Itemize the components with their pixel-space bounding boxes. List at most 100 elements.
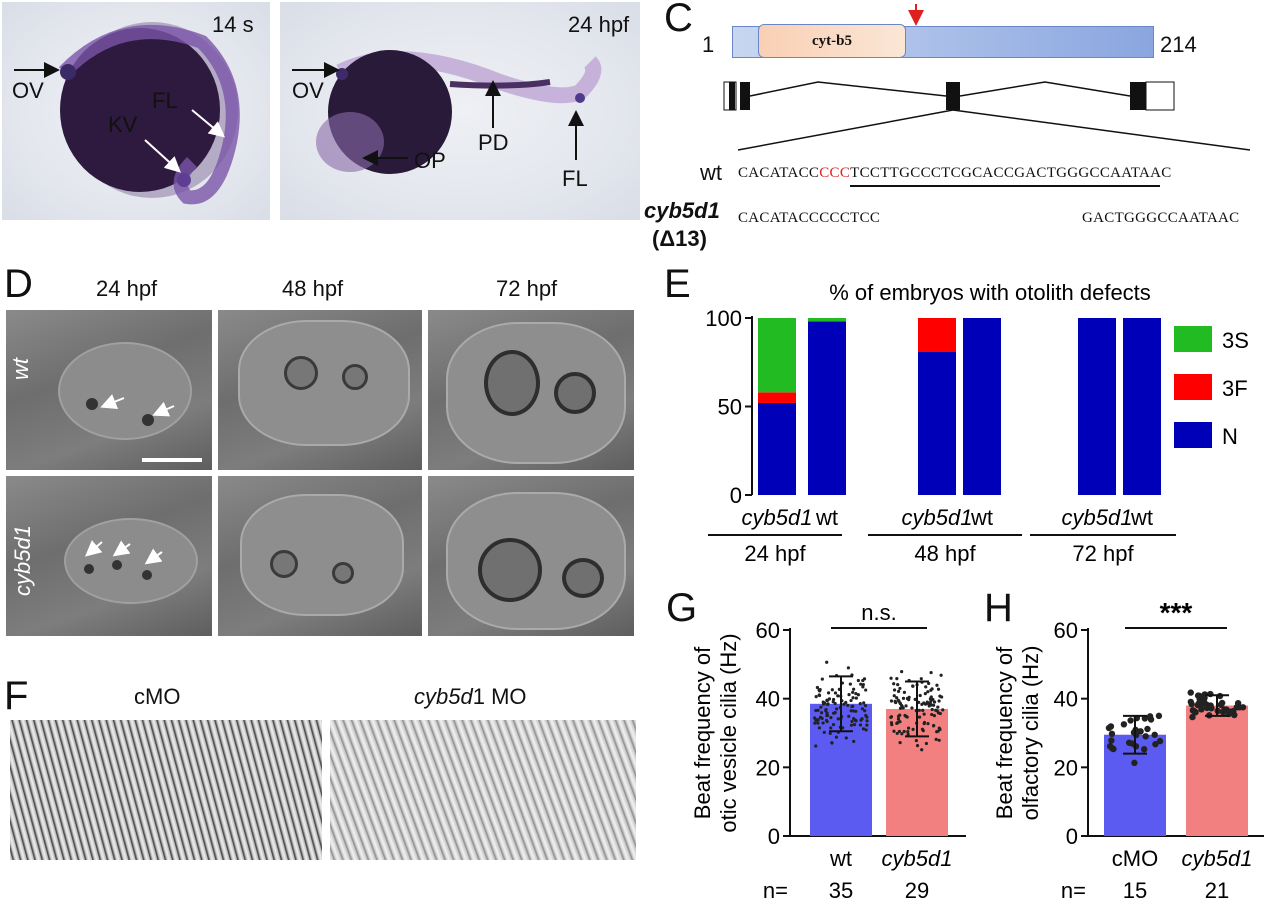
data-point (849, 698, 853, 703)
data-point (906, 732, 910, 736)
data-point (889, 715, 894, 719)
data-point (814, 695, 818, 699)
e-x-tick-label: wt (815, 505, 838, 530)
data-point (824, 707, 828, 712)
data-point (844, 700, 848, 705)
data-point (825, 660, 829, 664)
y-tick-label: 0 (1066, 824, 1078, 849)
d-wt-72 (428, 310, 634, 470)
data-point (825, 711, 829, 715)
n-label: n= (763, 878, 788, 903)
d-row-mut: cyb5d1 (10, 525, 35, 596)
data-point (923, 692, 927, 696)
d-wt-48 (218, 310, 422, 470)
data-point (848, 682, 852, 686)
data-point (1108, 730, 1116, 738)
panel-label-f: F (4, 674, 29, 718)
data-point (1203, 704, 1211, 712)
data-point (938, 727, 942, 732)
n-value: 35 (829, 878, 853, 903)
data-point (829, 726, 833, 730)
data-point (895, 731, 899, 736)
data-point (858, 701, 862, 706)
e-group-label: 24 hpf (744, 541, 806, 566)
data-point (834, 735, 838, 739)
data-point (938, 694, 942, 698)
data-point (833, 711, 837, 715)
x-tick-label: cMO (1112, 846, 1158, 871)
data-point (1132, 743, 1140, 750)
data-point (847, 693, 851, 697)
e-bar-segment (758, 392, 796, 403)
data-point (1201, 694, 1208, 702)
data-point (1217, 701, 1225, 708)
data-point (852, 687, 856, 691)
e-bar-segment (808, 318, 846, 322)
data-point (904, 704, 908, 708)
d-mut-72 (428, 476, 634, 636)
data-point (911, 684, 915, 688)
data-point (865, 715, 869, 719)
data-point (817, 726, 822, 730)
data-point (920, 702, 924, 706)
data-point (917, 708, 921, 712)
data-point (1144, 725, 1151, 733)
d-col-24: 24 hpf (96, 276, 158, 301)
data-point (1146, 713, 1154, 720)
data-point (892, 694, 896, 698)
data-point (860, 707, 864, 711)
y-tick-label: 40 (756, 687, 780, 712)
data-point (889, 721, 894, 725)
y-label-line1: Beat frequency of (992, 646, 1017, 819)
data-point (836, 694, 840, 698)
e-x-tick-label: cyb5d1 (1062, 505, 1133, 530)
d-col-72: 72 hpf (496, 276, 558, 301)
data-point (1155, 712, 1163, 720)
data-point (926, 701, 930, 706)
data-point (862, 701, 866, 705)
data-point (831, 723, 836, 727)
data-point (1131, 759, 1138, 767)
data-point (900, 670, 904, 674)
data-point (897, 729, 902, 734)
data-point (865, 719, 869, 723)
data-point (930, 707, 934, 712)
protein-start: 1 (702, 32, 715, 57)
data-point (920, 748, 924, 752)
y-label-line1: Beat frequency of (690, 646, 715, 819)
data-point (934, 708, 938, 712)
e-bar-segment (758, 318, 796, 393)
e-x-tick-label: cyb5d1 (742, 505, 813, 530)
y-label-line2: olfactory cilia (Hz) (1018, 646, 1043, 821)
mut-seq-post: GACTGGGCCAATAAC (1082, 210, 1240, 226)
e-x-tick-label: wt (1130, 505, 1153, 530)
data-point (889, 676, 893, 680)
e-bar-segment (808, 321, 846, 495)
data-point (924, 741, 929, 746)
data-point (1187, 689, 1194, 696)
data-point (852, 739, 856, 744)
data-point (851, 696, 855, 700)
data-point (929, 670, 933, 675)
e-legend-swatch (1174, 374, 1212, 400)
data-point (851, 690, 855, 694)
panel-label-h: H (984, 586, 1013, 630)
label-pd-b: PD (478, 130, 509, 155)
wt-seq-pre: CACATACC (738, 165, 820, 181)
data-point (858, 723, 863, 727)
data-point (932, 700, 937, 704)
data-point (921, 708, 925, 712)
data-point (930, 712, 934, 717)
panel-label-e: E (664, 262, 691, 306)
data-point (1207, 690, 1214, 698)
data-point (915, 744, 920, 748)
e-y-tick-label: 100 (705, 306, 742, 331)
panel-a-image (2, 2, 270, 220)
e-bar-segment (1123, 318, 1161, 495)
n-value: 29 (905, 878, 929, 903)
chart-e-title: % of embryos with otolith defects (829, 280, 1151, 305)
cyt-b5-domain: cyt-b5 (758, 24, 906, 58)
data-point (830, 688, 834, 692)
chart-g: 0 20 40 60 Beat frequency of otic vesicle cil… (690, 600, 966, 903)
